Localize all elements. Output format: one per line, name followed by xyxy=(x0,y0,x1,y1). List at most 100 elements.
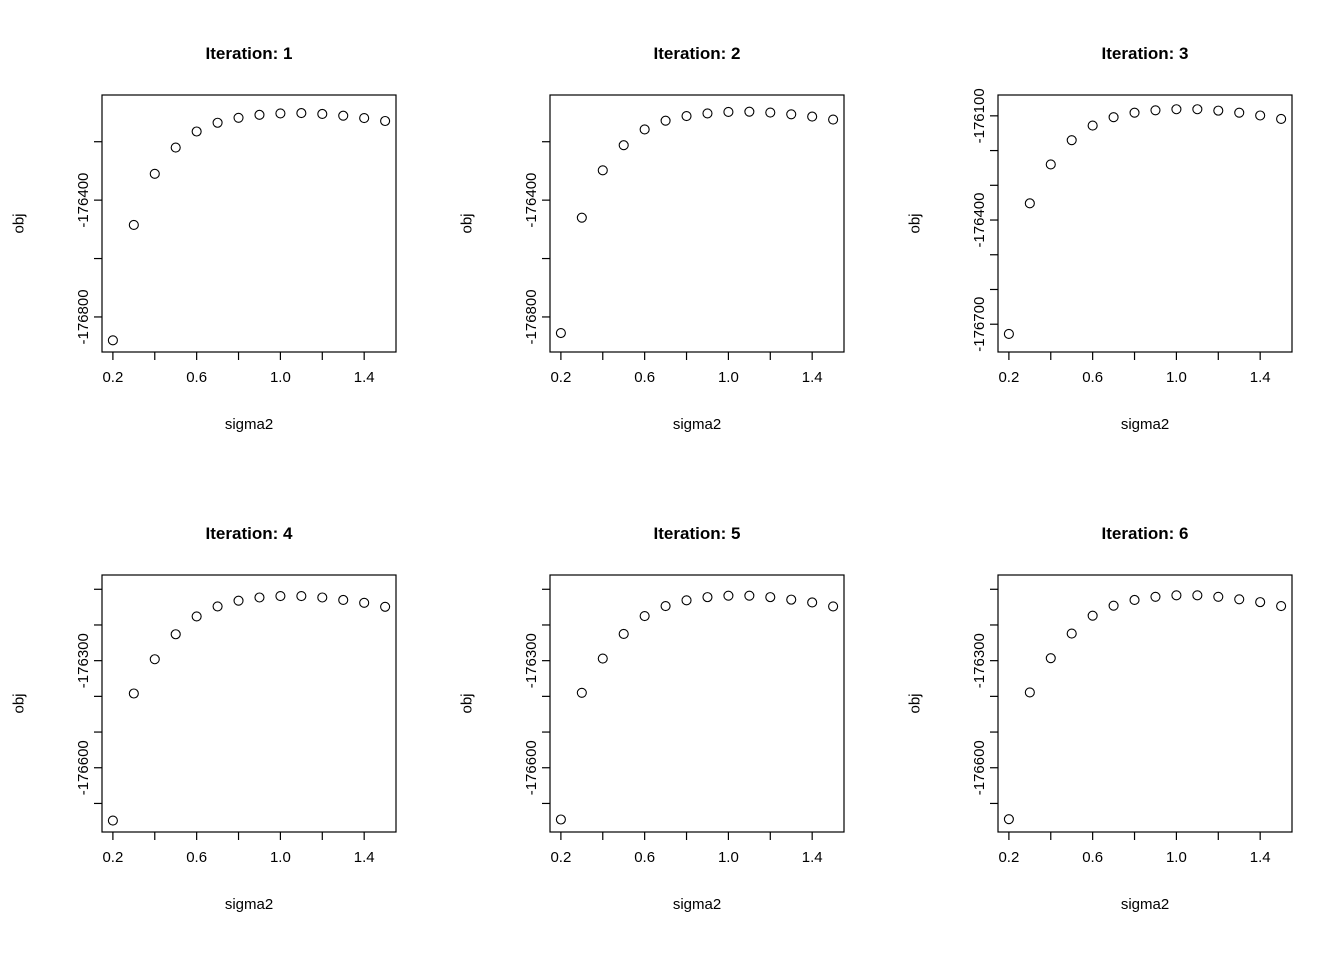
data-point xyxy=(1171,104,1182,115)
data-point xyxy=(1276,601,1287,612)
data-point xyxy=(317,592,328,603)
data-point xyxy=(702,592,713,603)
data-point xyxy=(1003,328,1014,339)
x-tick-label: 0.2 xyxy=(550,849,571,866)
data-point xyxy=(744,106,755,117)
data-point xyxy=(1066,135,1077,146)
data-point xyxy=(555,814,566,825)
data-point xyxy=(170,629,181,640)
y-tick-label: -176300 xyxy=(971,633,988,688)
plot-title: Iteration: 3 xyxy=(1101,44,1189,63)
data-point xyxy=(639,124,650,135)
data-point xyxy=(618,628,629,639)
data-point xyxy=(576,212,587,223)
data-point xyxy=(254,109,265,120)
scatter-plot: 0.2 0.6 1.0 1.4 -176400 -176800 xyxy=(75,94,397,386)
scatter-plot: 0.2 0.6 1.0 1.4 -176400 -176800 xyxy=(523,94,845,386)
data-point xyxy=(1234,107,1245,118)
data-point xyxy=(1087,120,1098,131)
data-point xyxy=(1171,590,1182,601)
y-tick-label: -176300 xyxy=(523,633,540,688)
data-point xyxy=(359,113,370,124)
data-point xyxy=(317,108,328,120)
data-point xyxy=(1087,610,1098,621)
data-point xyxy=(660,601,671,612)
y-tick-label: -176300 xyxy=(75,633,92,688)
scatter-plot: 0.2 0.6 1.0 1.4 -176300 -176600 xyxy=(971,574,1293,866)
x-tick-label: 1.4 xyxy=(354,849,375,866)
data-point xyxy=(338,594,349,606)
data-point xyxy=(639,610,650,622)
data-point xyxy=(1255,110,1266,121)
data-point xyxy=(149,654,160,665)
plot-title: Iteration: 6 xyxy=(1101,524,1189,543)
data-point xyxy=(191,611,202,622)
data-point xyxy=(702,108,713,119)
plot-panel-iteration-5: Iteration: 5 0.2 0.6 1.0 1.4 -176300 -176600 … xyxy=(448,480,896,960)
y-axis-label: obj xyxy=(458,213,476,234)
x-axis-label: sigma2 xyxy=(672,416,722,433)
data-point xyxy=(1108,600,1119,611)
x-tick-label: 0.6 xyxy=(186,369,207,386)
y-axis-label-wrap: obj xyxy=(8,95,30,352)
data-point xyxy=(380,115,391,127)
plot-panel-iteration-6: Iteration: 6 0.2 0.6 1.0 1.4 -176300 -176600 … xyxy=(896,480,1344,960)
y-axis-label-wrap: obj xyxy=(904,95,926,352)
scatter-plot: 0.2 0.6 1.0 1.4 -176300 -176600 xyxy=(523,574,845,866)
y-tick-label: -176600 xyxy=(75,740,92,795)
data-point xyxy=(786,109,797,120)
data-point xyxy=(828,601,839,612)
y-axis-label-wrap: obj xyxy=(456,575,478,832)
data-point xyxy=(597,653,608,664)
x-tick-label: 1.0 xyxy=(718,369,739,386)
data-point xyxy=(828,114,839,125)
plot-panel-iteration-3: Iteration: 3 0.2 0.6 1.0 1.4 -176100 -176400 -… xyxy=(896,0,1344,480)
data-point xyxy=(618,140,629,151)
data-point xyxy=(660,115,671,126)
data-point xyxy=(170,142,181,153)
data-point xyxy=(275,591,286,602)
data-point xyxy=(807,111,818,122)
data-point xyxy=(359,597,370,608)
data-point xyxy=(1150,591,1161,602)
data-point xyxy=(807,597,818,608)
y-axis-label: obj xyxy=(906,213,924,234)
data-point xyxy=(555,327,566,339)
data-point xyxy=(576,687,587,698)
data-point xyxy=(681,595,692,606)
x-axis-label: sigma2 xyxy=(672,896,722,913)
y-axis-label: obj xyxy=(458,693,476,714)
data-point xyxy=(296,591,307,602)
data-point xyxy=(744,590,755,601)
data-point xyxy=(1129,107,1140,118)
data-point xyxy=(1276,113,1287,125)
y-axis-label: obj xyxy=(10,693,28,714)
data-point xyxy=(1234,594,1245,605)
x-tick-label: 0.2 xyxy=(550,369,571,386)
data-point xyxy=(1024,198,1035,209)
x-axis-label: sigma2 xyxy=(224,896,274,913)
y-axis-label: obj xyxy=(10,213,28,234)
data-point xyxy=(107,815,118,826)
data-point xyxy=(191,126,202,137)
data-point xyxy=(597,165,608,176)
x-axis-label: sigma2 xyxy=(224,416,274,433)
data-point xyxy=(128,688,139,699)
plot-title: Iteration: 5 xyxy=(653,524,741,543)
data-point xyxy=(681,110,692,122)
data-point xyxy=(212,117,223,128)
y-axis-label-wrap: obj xyxy=(8,575,30,832)
data-point xyxy=(1066,628,1077,639)
scatter-plot: 0.2 0.6 1.0 1.4 -176300 -176600 xyxy=(75,574,397,866)
y-axis-label-wrap: obj xyxy=(456,95,478,352)
data-point xyxy=(338,110,349,121)
x-tick-label: 1.0 xyxy=(270,369,291,386)
x-tick-label: 1.4 xyxy=(1250,849,1271,866)
data-point xyxy=(1003,814,1014,825)
data-point xyxy=(723,590,734,601)
data-point xyxy=(765,107,776,118)
y-tick-label: -176400 xyxy=(971,192,988,247)
data-point xyxy=(1213,591,1224,602)
data-point xyxy=(107,335,118,346)
